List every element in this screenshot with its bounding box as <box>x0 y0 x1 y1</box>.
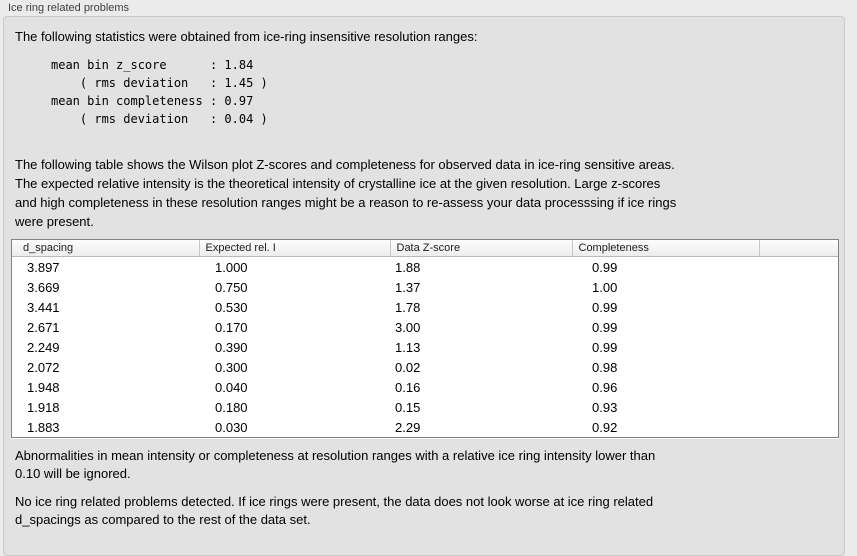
table-description: The following table shows the Wilson plo… <box>15 155 676 231</box>
stats-block: mean bin z_score : 1.84 ( rms deviation … <box>51 56 268 128</box>
description-line: were present. <box>15 214 94 229</box>
table-cell: 0.96 <box>592 379 618 395</box>
table-header-cell[interactable]: Data Z-score <box>389 240 572 257</box>
table-cell <box>759 317 838 337</box>
stat-line: mean bin z_score : 1.84 <box>51 58 254 72</box>
table-cell: 1.88 <box>395 259 421 275</box>
table-cell: 1.000 <box>215 259 248 275</box>
table-cell: 0.92 <box>592 419 618 435</box>
stat-line: ( rms deviation : 1.45 ) <box>51 76 268 90</box>
table-cell: 0.99 <box>592 339 618 355</box>
table-cell <box>759 277 838 297</box>
table-cell: 0.02 <box>395 359 421 375</box>
table-cell <box>759 397 838 417</box>
table-row[interactable]: 3.441 0.530 1.78 0.99 <box>12 297 838 317</box>
table-header-row: d_spacing Expected rel. I Data Z-score Comp… <box>12 240 838 257</box>
table-cell <box>759 357 838 377</box>
table-cell: 0.180 <box>215 399 248 415</box>
table-cell: 1.918 <box>27 399 60 415</box>
table-cell: 1.00 <box>592 279 618 295</box>
conclusion-note-line: d_spacings as compared to the rest of th… <box>15 512 311 527</box>
conclusion-note-line: No ice ring related problems detected. I… <box>15 494 654 509</box>
table-cell: 2.072 <box>27 359 60 375</box>
ice-ring-table-body: 3.897 1.000 1.88 0.99 3.669 0.750 1.37 1.00 3.44… <box>12 257 838 438</box>
table-cell: 2.249 <box>27 339 60 355</box>
table-cell: 0.99 <box>592 319 618 335</box>
table-header-cell[interactable]: d_spacing <box>12 240 199 257</box>
table-cell: 2.671 <box>27 319 60 335</box>
ignore-note-line: 0.10 will be ignored. <box>15 466 131 481</box>
table-cell <box>759 257 838 278</box>
table-cell: 0.170 <box>215 319 248 335</box>
table-cell: 0.99 <box>592 299 618 315</box>
ice-ring-table: d_spacing Expected rel. I Data Z-score Comp… <box>11 239 839 438</box>
table-cell: 0.99 <box>592 259 618 275</box>
table-cell <box>759 377 838 397</box>
stats-intro-text: The following statistics were obtained f… <box>15 29 478 44</box>
table-cell: 3.897 <box>27 259 60 275</box>
table-row[interactable]: 2.072 0.300 0.02 0.98 <box>12 357 838 377</box>
description-line: and high completeness in these resolutio… <box>15 195 677 210</box>
table-cell: 3.441 <box>27 299 60 315</box>
table-cell <box>759 417 838 437</box>
table-header-cell[interactable]: Expected rel. I <box>198 240 390 257</box>
table-cell: 2.29 <box>395 419 421 435</box>
table-row[interactable]: 3.669 0.750 1.37 1.00 <box>12 277 838 297</box>
table-cell: 0.93 <box>592 399 618 415</box>
group-box: The following statistics were obtained f… <box>3 16 845 556</box>
table-row[interactable]: 2.249 0.390 1.13 0.99 <box>12 337 838 357</box>
table-cell: 1.37 <box>395 279 421 295</box>
table-row[interactable]: 2.671 0.170 3.00 0.99 <box>12 317 838 337</box>
table-cell: 0.16 <box>395 379 421 395</box>
ignore-note-line: Abnormalities in mean intensity or compl… <box>15 448 656 463</box>
table-cell: 0.750 <box>215 279 248 295</box>
table-cell: 3.669 <box>27 279 60 295</box>
table-cell: 0.530 <box>215 299 248 315</box>
description-line: The following table shows the Wilson plo… <box>15 157 675 172</box>
table-cell: 1.78 <box>395 299 421 315</box>
table-cell: 0.300 <box>215 359 248 375</box>
table-cell: 1.883 <box>27 419 60 435</box>
table-cell: 0.390 <box>215 339 248 355</box>
table-cell: 0.98 <box>592 359 618 375</box>
table-cell: 0.15 <box>395 399 421 415</box>
stat-line: mean bin completeness : 0.97 <box>51 94 254 108</box>
ignore-note: Abnormalities in mean intensity or compl… <box>15 447 655 483</box>
table-header-cell[interactable] <box>758 240 838 257</box>
description-line: The expected relative intensity is the t… <box>15 176 661 191</box>
table-row[interactable]: 1.883 0.030 2.29 0.92 <box>12 417 838 437</box>
table-row[interactable]: 3.897 1.000 1.88 0.99 <box>12 257 838 278</box>
table-cell: 0.040 <box>215 379 248 395</box>
group-box-title: Ice ring related problems <box>8 2 130 14</box>
table-cell: 3.00 <box>395 319 421 335</box>
table-cell <box>759 297 838 317</box>
table-header-cell[interactable]: Completeness <box>571 240 759 257</box>
table-row[interactable]: 1.918 0.180 0.15 0.93 <box>12 397 838 417</box>
ice-ring-panel: { "panel": { "title": "Ice ring related … <box>3 2 845 556</box>
table-cell: 1.13 <box>395 339 421 355</box>
table-cell: 0.030 <box>215 419 248 435</box>
stat-line: ( rms deviation : 0.04 ) <box>51 112 268 126</box>
table-row[interactable]: 1.948 0.040 0.16 0.96 <box>12 377 838 397</box>
table-cell: 1.948 <box>27 379 60 395</box>
table-cell <box>759 337 838 357</box>
conclusion-note: No ice ring related problems detected. I… <box>15 493 653 529</box>
